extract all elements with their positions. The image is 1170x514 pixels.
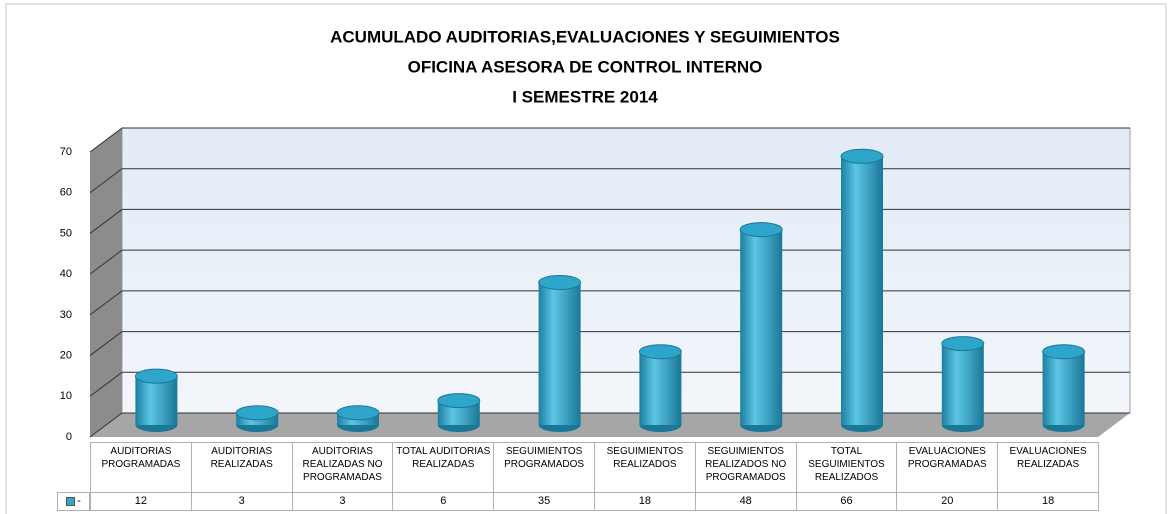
data-label: 18 <box>997 492 1099 511</box>
bar <box>941 343 984 425</box>
cylinder-top <box>1042 344 1086 360</box>
legend-label: - <box>77 495 81 507</box>
cylinder-top <box>739 222 783 238</box>
y-tick-label: 20 <box>60 349 72 361</box>
grid-line <box>89 208 1130 234</box>
chart-title: OFICINA ASESORA DE CONTROL INTERNO <box>408 57 763 76</box>
y-tick-label: 10 <box>60 390 72 402</box>
grid-line <box>89 412 1130 438</box>
bar <box>1042 351 1085 425</box>
x-tick-label: TOTAL SEGUIMIENTOS REALIZADOS <box>795 442 898 493</box>
grid-line <box>89 249 1130 275</box>
x-tick-label: SEGUIMIENTOS REALIZADOS <box>594 442 696 493</box>
cylinder-top <box>840 148 884 164</box>
y-tick-label: 40 <box>60 268 72 280</box>
cylinder-top <box>638 344 682 360</box>
cylinder-top <box>538 275 582 290</box>
data-label: 20 <box>896 492 999 511</box>
grid-line <box>89 127 1130 153</box>
x-tick-label: TOTAL AUDITORIAS REALIZADAS <box>392 442 495 493</box>
x-tick-label: AUDITORIAS REALIZADAS NO PROGRAMADAS <box>291 442 394 493</box>
cylinder-top <box>437 393 481 409</box>
bar <box>740 229 783 425</box>
y-tick-label: 50 <box>60 227 72 239</box>
bar <box>841 156 883 426</box>
x-tick-label: AUDITORIAS PROGRAMADAS <box>90 442 192 493</box>
cylinder-top <box>336 405 380 421</box>
x-tick-label: SEGUIMIENTOS REALIZADOS NO PROGRAMADOS <box>694 442 797 493</box>
grid-line <box>89 371 1130 397</box>
y-tick-label: 70 <box>60 146 72 158</box>
bar <box>538 282 581 425</box>
legend-key: - <box>57 492 90 511</box>
legend-swatch <box>66 497 76 506</box>
data-label: 3 <box>190 492 293 511</box>
x-tick-label: EVALUACIONES PROGRAMADAS <box>896 442 999 493</box>
y-tick-label: 30 <box>60 309 72 321</box>
cylinder-top <box>134 368 178 384</box>
data-label: 18 <box>594 492 696 511</box>
y-tick-label: 60 <box>60 187 72 199</box>
cylinder-top <box>235 405 279 421</box>
data-label: 6 <box>392 492 495 511</box>
cylinder-top <box>941 336 985 352</box>
bar <box>135 376 178 425</box>
data-label: 12 <box>90 492 192 511</box>
chart-title: ACUMULADO AUDITORIAS,EVALUACIONES Y SEGU… <box>330 27 840 46</box>
data-label: 35 <box>493 492 595 511</box>
data-label: 3 <box>291 492 394 511</box>
x-tick-label: EVALUACIONES REALIZADAS <box>997 442 1099 493</box>
grid-line <box>89 331 1130 356</box>
chart-border <box>5 3 1167 514</box>
data-label: 48 <box>694 492 797 511</box>
y-tick-label: 0 <box>66 431 72 443</box>
x-tick-label: SEGUIMIENTOS PROGRAMADOS <box>493 442 595 493</box>
grid-line <box>89 290 1130 316</box>
bar <box>639 351 682 425</box>
data-label: 66 <box>795 492 898 511</box>
grid-line <box>89 168 1130 194</box>
x-tick-label: AUDITORIAS REALIZADAS <box>190 442 293 493</box>
chart-title: I SEMESTRE 2014 <box>512 87 658 106</box>
side-wall <box>90 128 122 437</box>
